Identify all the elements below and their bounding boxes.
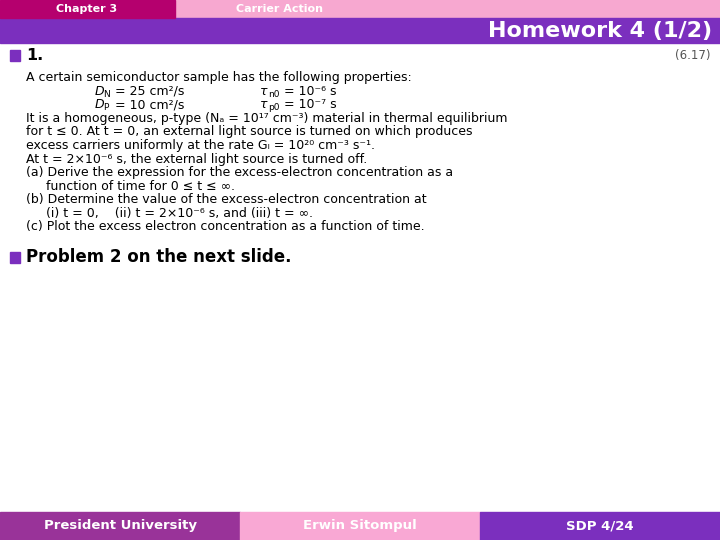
Text: for t ≤ 0. At t = 0, an external light source is turned on which produces: for t ≤ 0. At t = 0, an external light s… — [26, 125, 472, 138]
Text: function of time for 0 ≤ t ≤ ∞.: function of time for 0 ≤ t ≤ ∞. — [26, 179, 235, 192]
Text: A certain semiconductor sample has the following properties:: A certain semiconductor sample has the f… — [26, 71, 412, 84]
Text: = 25 cm²/s: = 25 cm²/s — [111, 85, 184, 98]
Text: (6.17): (6.17) — [675, 49, 710, 62]
Text: D: D — [95, 85, 104, 98]
Text: (b) Determine the value of the excess-electron concentration at: (b) Determine the value of the excess-el… — [26, 193, 427, 206]
Text: = 10 cm²/s: = 10 cm²/s — [111, 98, 184, 111]
Bar — [0, 512, 240, 540]
Bar — [0, 43, 720, 507]
Text: Carrier Action: Carrier Action — [236, 4, 323, 14]
Bar — [480, 512, 720, 540]
Text: Problem 2 on the next slide.: Problem 2 on the next slide. — [26, 248, 292, 267]
Bar — [10, 50, 20, 61]
Text: It is a homogeneous, p-type (Nₐ = 10¹⁷ cm⁻³) material in thermal equilibrium: It is a homogeneous, p-type (Nₐ = 10¹⁷ c… — [26, 112, 508, 125]
Text: SDP 4/24: SDP 4/24 — [566, 519, 634, 532]
Bar — [0, 0, 720, 18]
Text: τ: τ — [260, 85, 268, 98]
Bar — [10, 252, 20, 263]
Text: (a) Derive the expression for the excess-electron concentration as a: (a) Derive the expression for the excess… — [26, 166, 453, 179]
Text: N: N — [103, 90, 109, 99]
Text: p0: p0 — [268, 104, 279, 112]
Text: (i) t = 0,    (ii) t = 2×10⁻⁶ s, and (iii) t = ∞.: (i) t = 0, (ii) t = 2×10⁻⁶ s, and (iii) … — [26, 206, 313, 219]
Text: = 10⁻⁶ s: = 10⁻⁶ s — [280, 85, 336, 98]
Text: P: P — [103, 104, 109, 112]
Text: (c) Plot the excess electron concentration as a function of time.: (c) Plot the excess electron concentrati… — [26, 220, 425, 233]
Text: President University: President University — [43, 519, 197, 532]
Text: τ: τ — [260, 98, 268, 111]
Text: At t = 2×10⁻⁶ s, the external light source is turned off.: At t = 2×10⁻⁶ s, the external light sour… — [26, 152, 367, 165]
Bar — [0, 0, 175, 18]
Text: Erwin Sitompul: Erwin Sitompul — [303, 519, 417, 532]
Bar — [240, 512, 480, 540]
Text: = 10⁻⁷ s: = 10⁻⁷ s — [280, 98, 337, 111]
Bar — [0, 18, 720, 43]
Text: n0: n0 — [268, 90, 279, 99]
Text: 1.: 1. — [26, 48, 43, 63]
Text: Homework 4 (1/2): Homework 4 (1/2) — [488, 21, 712, 40]
Text: D: D — [95, 98, 104, 111]
Text: excess carriers uniformly at the rate Gₗ = 10²⁰ cm⁻³ s⁻¹.: excess carriers uniformly at the rate Gₗ… — [26, 139, 375, 152]
Text: Chapter 3: Chapter 3 — [56, 4, 117, 14]
